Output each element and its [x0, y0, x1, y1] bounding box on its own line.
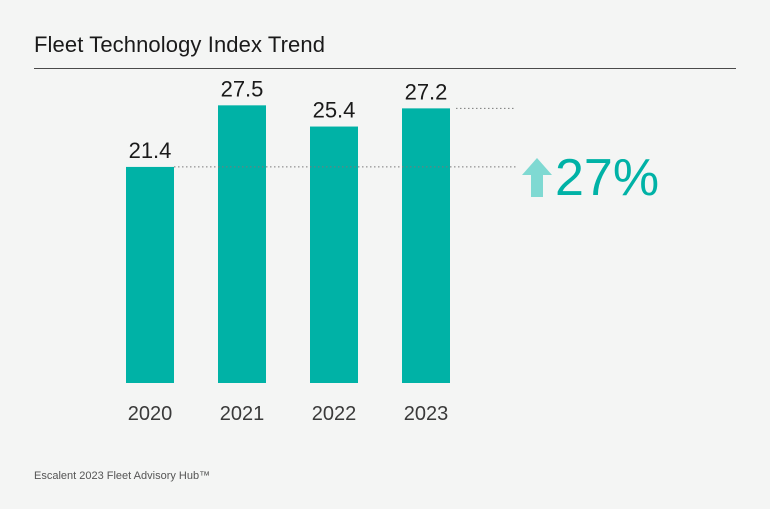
bar-2020	[126, 166, 174, 383]
data-label-2021: 27.5	[221, 76, 264, 101]
data-label-2020: 21.4	[129, 138, 172, 163]
x-tick-label-2023: 2023	[404, 403, 449, 425]
chart-title: Fleet Technology Index Trend	[34, 32, 326, 57]
x-tick-label-2020: 2020	[128, 403, 173, 425]
bar-2023	[402, 108, 450, 384]
change-percent: 27%	[555, 149, 659, 207]
source-note: Escalent 2023 Fleet Advisory Hub™	[34, 470, 211, 482]
x-tick-label-2022: 2022	[312, 403, 357, 425]
bar-2021	[218, 105, 266, 383]
up-arrow-icon	[522, 158, 552, 197]
data-label-2022: 25.4	[313, 98, 356, 123]
x-tick-label-2021: 2021	[220, 403, 265, 425]
data-label-2023: 27.2	[405, 79, 448, 104]
title-divider	[34, 68, 736, 69]
bar-2022	[310, 126, 358, 384]
